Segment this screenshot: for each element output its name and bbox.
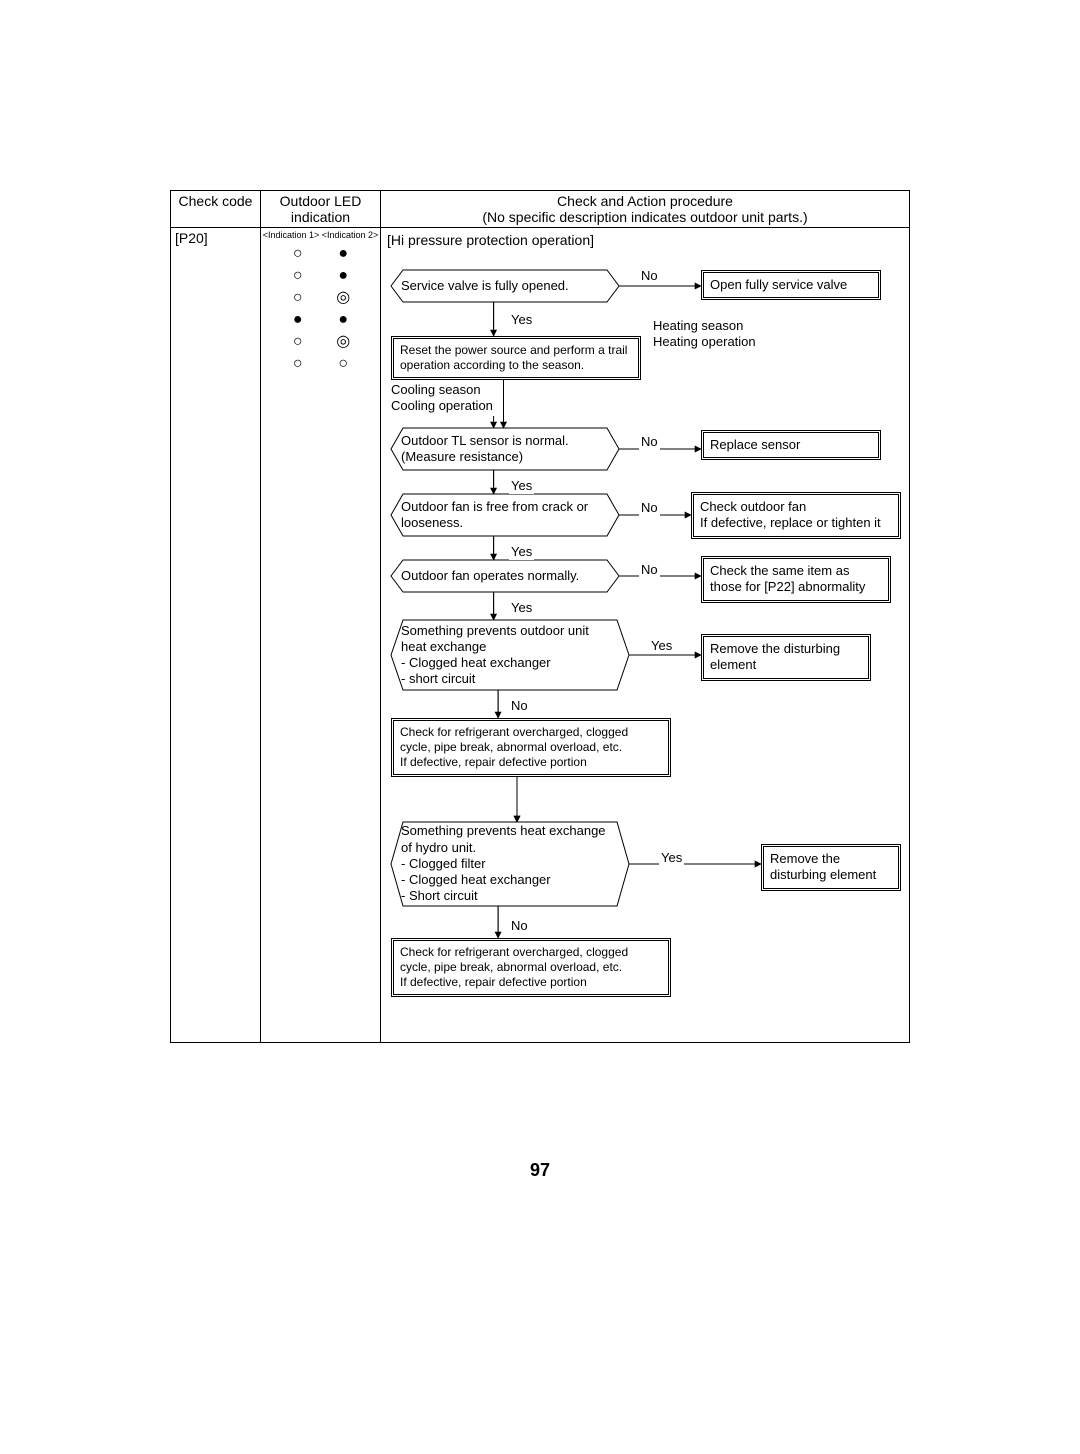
led-indicator: ○	[275, 290, 321, 306]
action-node: Reset the power source and perform a tra…	[391, 336, 641, 380]
led-col1-label: <Indication 1>	[263, 230, 320, 240]
led-indicator: ○	[275, 356, 321, 372]
decision-text: Outdoor TL sensor is normal. (Measure re…	[391, 428, 619, 471]
edge-label: No	[639, 562, 660, 578]
edge-label: Yes	[509, 600, 534, 616]
cell-procedure: [Hi pressure protection operation] Servi…	[381, 228, 910, 1043]
decision-text: Something prevents outdoor unit heat exc…	[391, 618, 629, 693]
edge-label: No	[639, 500, 660, 516]
decision-text: Something prevents heat exchange of hydr…	[391, 818, 629, 909]
table-header-row: Check code Outdoor LED indication Check …	[171, 191, 910, 228]
terminal-node: Open fully service valve	[701, 270, 881, 300]
header-procedure: Check and Action procedure (No specific …	[381, 191, 910, 228]
edge-label: No	[639, 434, 660, 450]
edge-label: Yes	[649, 638, 674, 654]
terminal-node: Check outdoor fan If defective, replace …	[691, 492, 901, 539]
led-indicator: ○	[275, 246, 321, 262]
edge-label: Yes	[509, 478, 534, 494]
page-container: Check code Outdoor LED indication Check …	[170, 190, 910, 1043]
header-outdoor-led: Outdoor LED indication	[261, 191, 381, 228]
terminal-node: Check the same item as those for [P22] a…	[701, 556, 891, 603]
header-procedure-top: Check and Action procedure	[385, 193, 905, 209]
decision-text: Outdoor fan operates normally.	[391, 563, 619, 589]
led-indicator: ◎	[321, 334, 367, 350]
terminal-node: Remove the disturbing element	[701, 634, 871, 681]
procedure-table: Check code Outdoor LED indication Check …	[170, 190, 910, 1043]
led-indicator: ○	[275, 334, 321, 350]
led-indicator: ●	[275, 312, 321, 328]
decision-text: Outdoor fan is free from crack or loosen…	[391, 494, 619, 537]
cell-led: <Indication 1> <Indication 2> ○●○●○◎●●○◎…	[261, 228, 381, 1043]
led-grid: ○●○●○◎●●○◎○○	[261, 240, 380, 384]
action-node: Check for refrigerant overcharged, clogg…	[391, 938, 671, 997]
led-col2-label: <Indication 2>	[322, 230, 379, 240]
free-text: Heating season Heating operation	[653, 318, 756, 351]
cell-check-code: [P20]	[171, 228, 261, 1043]
decision-node: Outdoor fan operates normally.	[391, 560, 619, 592]
led-indicator: ●	[321, 268, 367, 284]
edge-label: Yes	[509, 312, 534, 328]
decision-node: Something prevents heat exchange of hydr…	[391, 822, 629, 906]
table-row: [P20] <Indication 1> <Indication 2> ○●○●…	[171, 228, 910, 1043]
led-indicator: ○	[321, 356, 367, 372]
terminal-node: Replace sensor	[701, 430, 881, 460]
led-indicator: ◎	[321, 290, 367, 306]
led-indicator: ●	[321, 246, 367, 262]
header-procedure-sub: (No specific description indicates outdo…	[385, 209, 905, 225]
edge-label: No	[639, 268, 660, 284]
header-check-code: Check code	[171, 191, 261, 228]
edge-label: No	[509, 918, 530, 934]
page-number: 97	[0, 1160, 1080, 1181]
edge-label: Yes	[659, 850, 684, 866]
led-indicator: ○	[275, 268, 321, 284]
action-node: Check for refrigerant overcharged, clogg…	[391, 718, 671, 777]
terminal-node: Remove the disturbing element	[761, 844, 901, 891]
led-col-headers: <Indication 1> <Indication 2>	[261, 228, 380, 240]
decision-node: Service valve is fully opened.	[391, 270, 619, 302]
decision-node: Outdoor fan is free from crack or loosen…	[391, 494, 619, 536]
decision-text: Service valve is fully opened.	[391, 273, 619, 299]
free-text: Cooling season Cooling operation	[391, 382, 493, 415]
edge-label: No	[509, 698, 530, 714]
edge-label: Yes	[509, 544, 534, 560]
decision-node: Something prevents outdoor unit heat exc…	[391, 620, 629, 690]
led-indicator: ●	[321, 312, 367, 328]
decision-node: Outdoor TL sensor is normal. (Measure re…	[391, 428, 619, 470]
